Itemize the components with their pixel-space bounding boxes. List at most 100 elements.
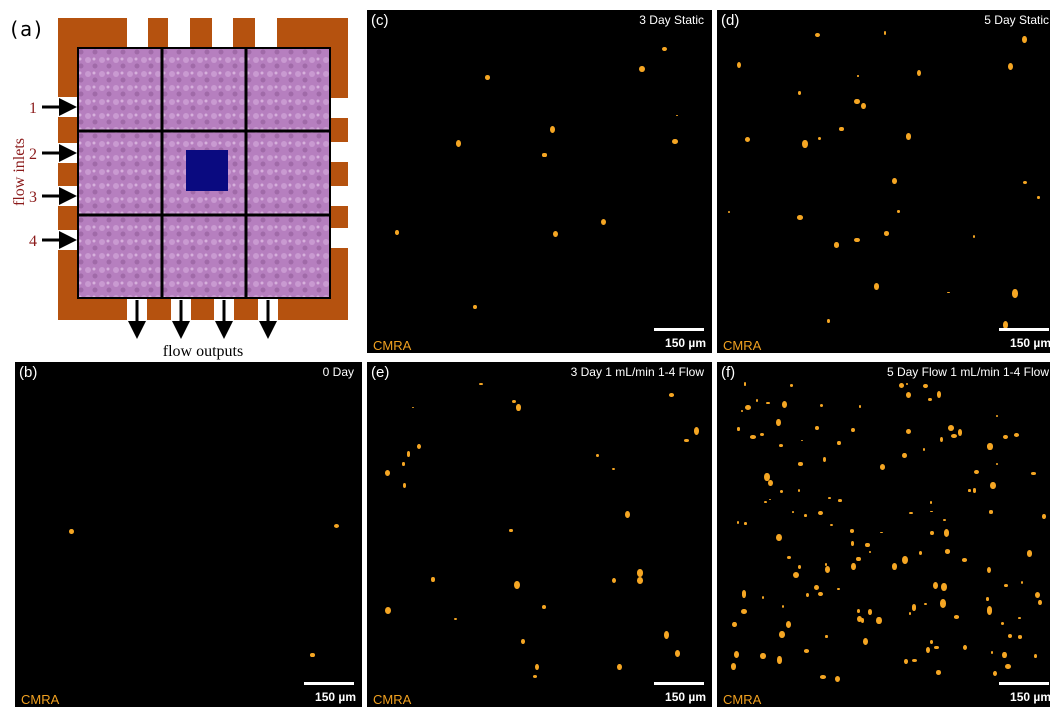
cell-spot bbox=[974, 470, 979, 474]
panel-label: (d) bbox=[721, 12, 739, 29]
cell-spot bbox=[936, 670, 941, 675]
cell-spot bbox=[512, 400, 516, 403]
cell-spot bbox=[521, 639, 525, 644]
cell-spot bbox=[945, 549, 950, 553]
cell-spot bbox=[385, 470, 390, 476]
cell-spot bbox=[919, 551, 922, 555]
panel-title: 5 Day Flow 1 mL/min 1-4 Flow bbox=[887, 365, 1049, 379]
cell-spot bbox=[940, 599, 946, 607]
cell-spot bbox=[403, 483, 406, 488]
cell-spot bbox=[923, 384, 928, 388]
micrograph: (b)0 DayCMRA150 µm bbox=[15, 362, 362, 707]
inlet-number: 1 bbox=[29, 100, 37, 117]
cell-spot bbox=[830, 524, 833, 526]
cell-spot bbox=[509, 529, 512, 533]
cell-spot bbox=[838, 499, 842, 502]
cell-spot bbox=[986, 597, 990, 601]
cell-spot bbox=[764, 501, 767, 503]
cell-spot bbox=[854, 99, 860, 105]
cell-spot bbox=[1014, 433, 1019, 437]
cell-spot bbox=[993, 671, 997, 676]
cell-spot bbox=[902, 556, 908, 564]
cell-spot bbox=[834, 242, 839, 247]
panel-label: (c) bbox=[371, 12, 389, 29]
chip-diagram: (a) flow inlets 1 2 3 4 flow outputs bbox=[0, 0, 365, 360]
cell-spot bbox=[601, 219, 607, 226]
cell-spot bbox=[917, 70, 921, 76]
cell-spot bbox=[793, 572, 799, 578]
cell-spot bbox=[820, 404, 823, 407]
cell-spot bbox=[954, 615, 959, 618]
stain-label: CMRA bbox=[723, 338, 761, 353]
cell-spot bbox=[431, 577, 435, 581]
cell-spot bbox=[912, 659, 917, 662]
cell-spot bbox=[837, 441, 840, 445]
cell-spot bbox=[456, 140, 461, 147]
cell-spot bbox=[1037, 196, 1040, 200]
cell-spot bbox=[728, 211, 730, 213]
cell-spot bbox=[906, 429, 912, 435]
cell-spot bbox=[744, 382, 747, 386]
cell-spot bbox=[828, 497, 831, 499]
cell-spot bbox=[948, 425, 954, 431]
cell-spot bbox=[533, 675, 537, 678]
cell-spot bbox=[786, 621, 791, 628]
cell-spot bbox=[737, 62, 741, 68]
cell-spot bbox=[904, 659, 908, 664]
cell-spot bbox=[857, 609, 860, 613]
cell-spot bbox=[617, 664, 622, 671]
cell-spot bbox=[987, 567, 991, 573]
cell-spot bbox=[684, 439, 688, 442]
stain-label: CMRA bbox=[21, 692, 59, 707]
cell-spot bbox=[756, 399, 758, 402]
cell-spot bbox=[1035, 592, 1040, 598]
panel-label: (e) bbox=[371, 364, 389, 381]
cell-spot bbox=[777, 656, 782, 663]
cell-spot bbox=[780, 490, 783, 493]
cell-spot bbox=[854, 238, 860, 243]
cell-spot bbox=[868, 609, 872, 614]
cell-spot bbox=[804, 649, 809, 652]
cell-spot bbox=[1008, 634, 1012, 638]
scale-bar-label: 150 µm bbox=[315, 690, 356, 704]
cell-spot bbox=[675, 650, 680, 657]
cell-spot bbox=[776, 419, 781, 427]
cell-spot bbox=[662, 47, 667, 51]
cell-spot bbox=[612, 468, 615, 470]
cell-spot bbox=[596, 454, 599, 457]
cell-spot bbox=[906, 392, 911, 398]
cell-spot bbox=[550, 126, 555, 133]
cell-spot bbox=[987, 606, 992, 614]
cell-spot bbox=[815, 426, 819, 430]
cell-spot bbox=[454, 618, 457, 620]
cell-spot bbox=[1022, 36, 1027, 43]
cell-spot bbox=[664, 631, 669, 639]
panel-title: 3 Day Static bbox=[639, 13, 704, 27]
cell-spot bbox=[744, 522, 747, 525]
cell-spot bbox=[798, 565, 801, 569]
cell-spot bbox=[69, 529, 74, 534]
cell-spot bbox=[732, 622, 737, 627]
cell-spot bbox=[737, 521, 740, 524]
cell-spot bbox=[991, 651, 993, 654]
cell-spot bbox=[737, 427, 740, 430]
cell-spot bbox=[676, 115, 678, 117]
panel-label: (b) bbox=[19, 364, 37, 381]
cell-spot bbox=[1042, 514, 1046, 518]
cell-spot bbox=[798, 91, 801, 95]
cell-spot bbox=[926, 647, 930, 653]
panel-title: 3 Day 1 mL/min 1-4 Flow bbox=[571, 365, 704, 379]
micrograph: (f)5 Day Flow 1 mL/min 1-4 FlowCMRA150 µ… bbox=[717, 362, 1050, 707]
cell-spot bbox=[779, 444, 783, 447]
cell-spot bbox=[861, 103, 866, 110]
cell-spot bbox=[906, 133, 912, 140]
cell-spot bbox=[962, 558, 967, 561]
cell-spot bbox=[933, 582, 938, 589]
cell-spot bbox=[963, 645, 967, 650]
cell-spot bbox=[514, 581, 520, 589]
cell-spot bbox=[1031, 472, 1035, 475]
cell-spot bbox=[835, 676, 840, 682]
cell-spot bbox=[542, 153, 546, 156]
cell-spot bbox=[968, 489, 970, 492]
